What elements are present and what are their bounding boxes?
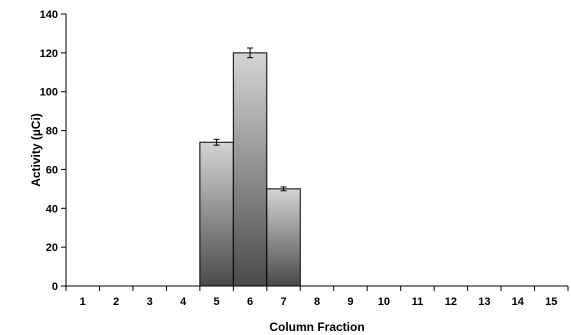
x-tick-label: 3 [147,296,153,308]
plot-area [66,14,568,286]
y-tick-label: 60 [46,164,58,176]
x-tick-label: 14 [512,296,525,308]
x-tick-label: 6 [247,296,253,308]
x-tick-label: 12 [445,296,457,308]
error-bars [213,47,287,192]
error-bar-fraction-7 [280,186,287,192]
y-axis-title: Activity (µCi) [29,113,43,187]
x-tick-label: 8 [314,296,320,308]
error-bar-fraction-6 [247,47,254,59]
x-tick-label: 10 [378,296,390,308]
y-tick-label: 40 [46,203,58,215]
x-tick-label: 11 [412,296,424,308]
y-tick-label: 140 [40,9,58,21]
error-bar-fraction-5 [213,138,220,146]
x-tick-label: 7 [280,296,286,308]
y-axis-ticks: 0 20 40 60 80 100 120 140 [40,9,66,293]
bar-fraction-6 [232,52,268,287]
y-tick-label: 20 [46,242,58,254]
x-tick-label: 5 [214,296,220,308]
x-tick-label: 9 [347,296,353,308]
x-tick-label: 2 [113,296,119,308]
y-tick-label: 80 [46,126,58,138]
x-tick-label: 1 [80,296,86,308]
bar-fraction-7 [266,188,301,287]
x-tick-label: 15 [545,296,557,308]
y-tick-label: 100 [40,87,58,99]
x-axis-title: Column Fraction [269,320,364,334]
x-tick-label: 4 [180,296,187,308]
x-tick-label: 13 [478,296,490,308]
y-tick-label: 0 [52,281,58,293]
bar-fraction-5 [199,141,234,287]
y-tick-label: 120 [40,48,58,60]
x-axis-ticks: 1 2 3 4 5 6 7 8 9 10 11 12 13 14 15 [65,286,569,308]
